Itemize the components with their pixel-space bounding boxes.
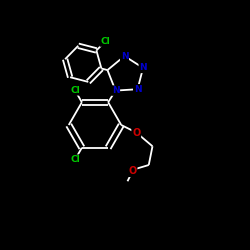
Text: Cl: Cl [70,155,80,164]
Text: O: O [128,166,136,176]
Text: N: N [112,86,119,95]
Text: N: N [134,85,141,94]
Text: N: N [121,52,128,60]
Text: N: N [139,64,147,72]
Text: Cl: Cl [100,37,110,46]
Text: Cl: Cl [70,86,80,95]
Text: O: O [132,128,140,138]
